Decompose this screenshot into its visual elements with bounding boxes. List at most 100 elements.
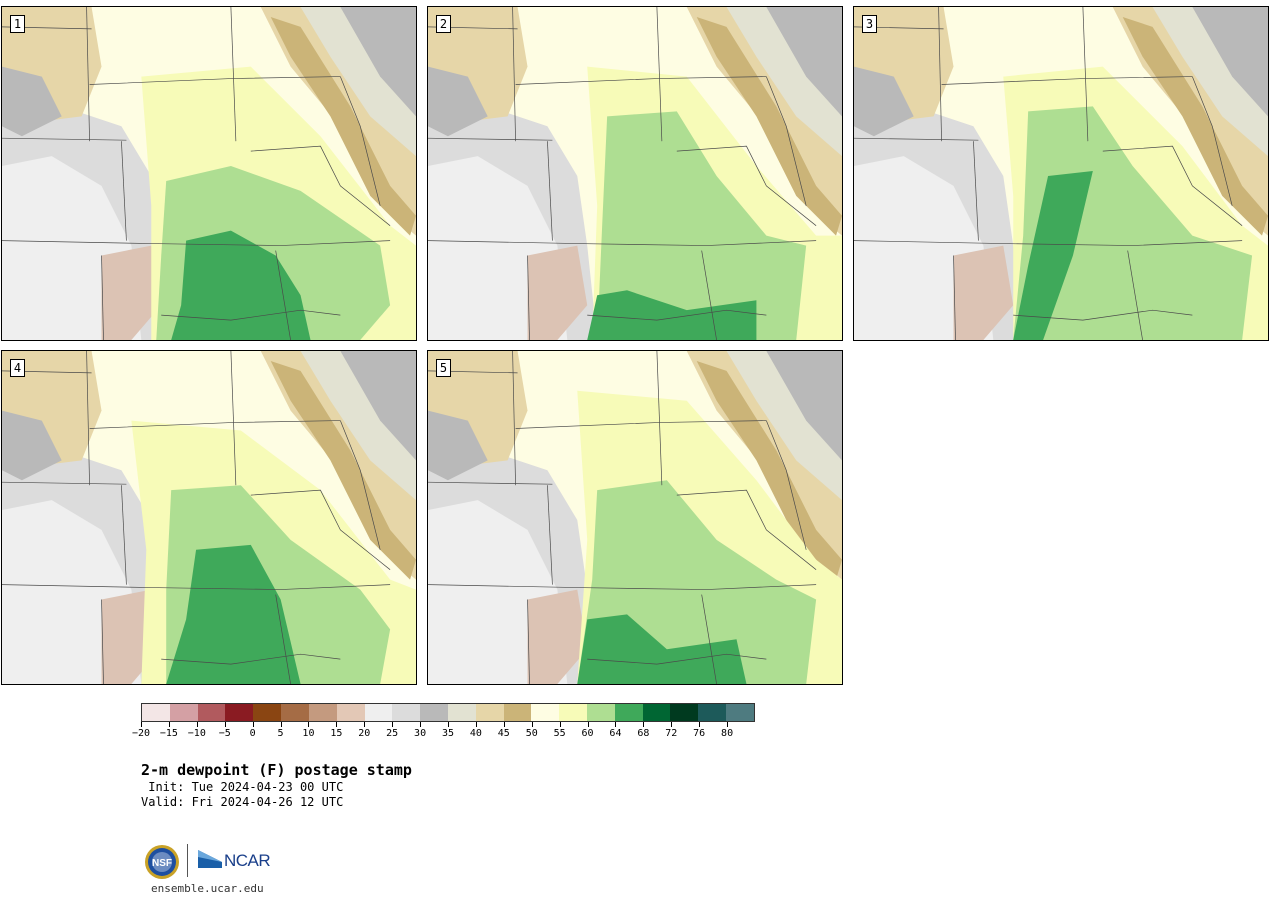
colorbar-tick xyxy=(699,722,701,727)
colorbar-tick-label: −15 xyxy=(159,728,178,739)
state-boundary xyxy=(953,255,956,340)
colorbar-swatch-3 xyxy=(225,704,254,721)
logo-divider xyxy=(187,844,188,877)
state-boundary xyxy=(587,309,767,321)
state-boundary xyxy=(766,420,807,550)
state-boundary xyxy=(250,489,391,570)
state-boundary xyxy=(656,351,663,486)
state-boundary xyxy=(161,653,341,665)
colorbar-swatch-13 xyxy=(503,704,532,721)
state-boundary xyxy=(527,255,530,340)
colorbar-tick xyxy=(559,722,561,727)
colorbar-tick xyxy=(392,722,394,727)
colorbar-swatch-16 xyxy=(587,704,615,721)
state-boundary xyxy=(587,653,767,665)
state-boundary xyxy=(121,141,127,241)
moist-region-dark-green xyxy=(587,290,757,340)
colorbar-tick xyxy=(531,722,533,727)
state-boundary xyxy=(1013,309,1193,321)
colorbar-tick xyxy=(168,722,170,727)
colorbar-tick-label: 72 xyxy=(665,728,678,739)
state-boundary xyxy=(854,240,1243,246)
dewpoint-map-3 xyxy=(854,7,1268,340)
colorbar-tick xyxy=(503,722,505,727)
state-boundary xyxy=(1102,145,1243,226)
nsf-logo-text: NSF xyxy=(152,858,172,869)
colorbar-swatch-14 xyxy=(531,704,560,721)
state-boundary xyxy=(89,420,341,429)
northwest-gray xyxy=(428,410,488,481)
state-boundary xyxy=(340,76,381,206)
northeast-gray xyxy=(340,351,416,461)
dewpoint-colorbar xyxy=(141,703,755,722)
state-boundary xyxy=(676,145,817,226)
state-boundary xyxy=(250,145,391,226)
colorbar-tick xyxy=(615,722,617,727)
panel-label-3: 3 xyxy=(862,15,877,33)
ncar-logo-text: NCAR xyxy=(224,851,271,870)
state-boundary xyxy=(2,584,391,590)
colorbar-tick-label: 5 xyxy=(277,728,284,739)
logo-group: NSF NCAR xyxy=(144,842,274,882)
colorbar-tick-label: 45 xyxy=(497,728,510,739)
colorbar-tick xyxy=(252,722,254,727)
state-boundary xyxy=(547,485,553,585)
valid-time: Valid: Fri 2024-04-26 12 UTC xyxy=(141,795,344,809)
colorbar-swatch-9 xyxy=(392,704,421,721)
colorbar-tick xyxy=(336,722,338,727)
ensemble-member-panel-3: 3 xyxy=(853,6,1269,341)
colorbar-tick-label: 50 xyxy=(525,728,538,739)
state-boundary xyxy=(512,7,516,142)
state-boundary xyxy=(101,599,104,684)
state-boundary xyxy=(2,481,127,485)
dewpoint-map-1 xyxy=(2,7,416,340)
dry-line-tan xyxy=(1122,16,1268,236)
colorbar-tick xyxy=(643,722,645,727)
southwest-brown xyxy=(953,245,1014,340)
dewpoint-map-4 xyxy=(2,351,416,684)
state-boundary xyxy=(854,137,979,141)
state-boundary xyxy=(428,240,817,246)
state-boundary xyxy=(275,250,291,340)
state-boundary xyxy=(515,420,767,429)
state-boundary xyxy=(428,137,553,141)
colorbar-tick-label: 55 xyxy=(553,728,566,739)
colorbar-tick xyxy=(224,722,226,727)
colorbar-swatch-2 xyxy=(197,704,226,721)
dewpoint-map-2 xyxy=(428,7,842,340)
state-boundary xyxy=(766,76,807,206)
colorbar-tick xyxy=(671,722,673,727)
colorbar-tick xyxy=(141,722,142,727)
colorbar-swatch-20 xyxy=(698,704,727,721)
northwest-gray xyxy=(2,66,62,137)
ensemble-member-panel-5: 5 xyxy=(427,350,843,685)
northeast-gray xyxy=(766,7,842,117)
dewpoint-map-5 xyxy=(428,351,842,684)
colorbar-swatch-8 xyxy=(364,704,393,721)
colorbar-tick-label: −20 xyxy=(131,728,151,739)
state-boundary xyxy=(230,351,237,486)
state-boundary xyxy=(527,599,530,684)
northeast-gray xyxy=(340,7,416,117)
ensemble-member-panel-2: 2 xyxy=(427,6,843,341)
colorbar-swatch-15 xyxy=(559,704,587,721)
state-boundary xyxy=(101,255,104,340)
colorbar-tick-label: 15 xyxy=(330,728,343,739)
colorbar-swatch-7 xyxy=(336,704,365,721)
northwest-gray xyxy=(2,410,62,481)
colorbar-tick-label: 60 xyxy=(581,728,594,739)
colorbar-tick xyxy=(308,722,310,727)
state-boundary xyxy=(2,240,391,246)
colorbar-tick-label: 80 xyxy=(721,728,734,739)
state-boundary xyxy=(86,351,90,486)
colorbar-tick-label: −10 xyxy=(187,728,206,739)
colorbar-tick-label: 0 xyxy=(249,728,256,739)
northwest-gray xyxy=(428,66,488,137)
panel-label-2: 2 xyxy=(436,15,451,33)
dry-line-tan xyxy=(270,16,416,236)
colorbar-swatch-17 xyxy=(614,704,643,721)
state-boundary xyxy=(1127,250,1143,340)
state-boundary xyxy=(161,309,341,321)
panel-label-1: 1 xyxy=(10,15,25,33)
dry-line-tan xyxy=(270,360,416,580)
